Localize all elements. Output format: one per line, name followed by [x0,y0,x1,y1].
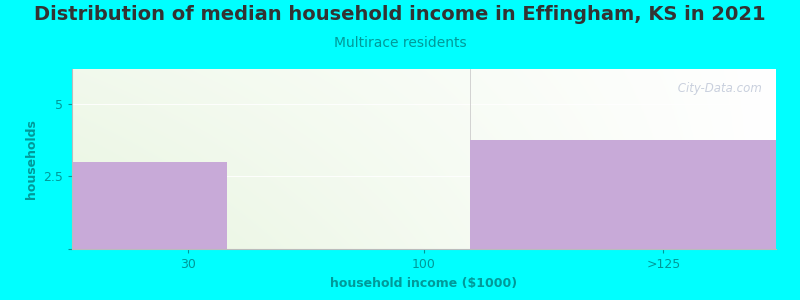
Y-axis label: households: households [25,119,38,199]
Text: Multirace residents: Multirace residents [334,36,466,50]
Text: Distribution of median household income in Effingham, KS in 2021: Distribution of median household income … [34,4,766,23]
X-axis label: household income ($1000): household income ($1000) [330,277,518,290]
Bar [72,162,227,249]
Text: City-Data.com: City-Data.com [674,82,762,94]
Bar [470,140,776,249]
